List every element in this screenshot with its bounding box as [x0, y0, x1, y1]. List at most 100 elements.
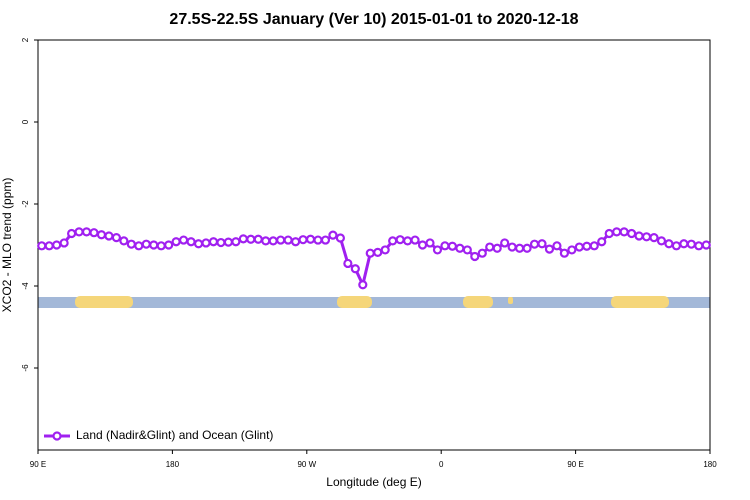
data-point — [694, 241, 704, 251]
x-tick-label: 180 — [166, 460, 180, 469]
y-axis-label: XCO2 - MLO trend (ppm) — [0, 178, 14, 313]
data-point — [119, 236, 129, 246]
data-point — [574, 242, 584, 252]
x-axis-label: Longitude (deg E) — [326, 475, 421, 489]
data-point — [238, 234, 248, 244]
data-point — [171, 237, 181, 247]
data-point — [96, 230, 107, 240]
data-point — [522, 243, 532, 253]
data-point — [410, 235, 420, 245]
data-point — [298, 235, 308, 245]
data-point — [291, 237, 301, 247]
data-point — [537, 239, 547, 249]
data-point — [208, 237, 219, 247]
data-point — [343, 258, 353, 269]
data-point — [447, 241, 457, 251]
series-line — [41, 230, 707, 290]
land-region — [611, 296, 669, 308]
data-point — [686, 239, 696, 249]
data-point — [156, 241, 166, 251]
data-point — [253, 234, 263, 244]
data-point — [223, 237, 233, 247]
land-region — [75, 296, 133, 308]
data-point — [134, 241, 144, 251]
data-point — [268, 236, 278, 246]
data-point — [179, 235, 189, 245]
data-point — [492, 243, 502, 253]
data-point — [567, 245, 577, 255]
x-tick-label: 90 E — [567, 460, 583, 469]
data-point — [440, 241, 450, 251]
data-point — [679, 239, 689, 249]
data-point — [261, 236, 271, 246]
data-point — [432, 245, 443, 255]
x-tick-label: 90 W — [297, 460, 316, 469]
data-point — [514, 243, 525, 253]
data-point — [283, 235, 293, 245]
data-point — [589, 241, 599, 251]
data-point — [320, 235, 331, 245]
data-point — [477, 248, 487, 258]
data-point — [529, 239, 540, 249]
data-point — [380, 245, 390, 255]
data-point — [216, 237, 226, 248]
data-point — [559, 248, 570, 258]
data-point — [500, 238, 510, 248]
data-point — [388, 236, 398, 246]
data-point — [641, 232, 652, 242]
y-tick-label: -4 — [21, 282, 30, 290]
data-point — [186, 237, 196, 247]
data-point — [328, 230, 338, 240]
data-point — [507, 242, 517, 252]
ocean-band — [38, 297, 710, 308]
data-point — [44, 241, 54, 251]
data-point — [582, 241, 592, 251]
data-point — [89, 228, 99, 238]
data-point — [52, 240, 62, 250]
data-point — [126, 239, 136, 249]
data-point — [305, 234, 316, 244]
land-region — [508, 297, 513, 304]
data-point — [649, 233, 659, 243]
data-point — [425, 238, 435, 248]
land-region — [463, 296, 493, 308]
data-point — [634, 231, 644, 241]
data-point — [656, 236, 667, 246]
data-point — [193, 239, 204, 249]
data-point — [552, 241, 562, 251]
x-tick-label: 180 — [703, 460, 717, 469]
data-point — [74, 227, 84, 237]
data-point — [59, 238, 69, 248]
data-point — [37, 241, 47, 251]
data-point — [604, 228, 614, 239]
data-point — [149, 240, 159, 250]
data-point — [373, 247, 383, 257]
data-point — [276, 235, 286, 245]
y-tick-label: 0 — [21, 119, 30, 124]
data-point — [403, 236, 413, 246]
data-point — [350, 264, 360, 274]
data-point — [544, 244, 555, 254]
data-point — [141, 239, 151, 249]
data-point — [597, 237, 607, 247]
data-point — [455, 243, 465, 253]
chart-title: 27.5S-22.5S January (Ver 10) 2015-01-01 … — [169, 11, 578, 28]
data-point — [470, 251, 480, 262]
data-point — [417, 240, 428, 250]
data-point — [335, 233, 345, 243]
data-point — [485, 242, 495, 252]
data-point — [231, 237, 241, 247]
legend-marker — [52, 431, 62, 441]
data-point — [626, 228, 637, 239]
data-point — [701, 240, 711, 250]
data-point — [612, 227, 622, 237]
data-point — [164, 240, 174, 250]
data-point — [358, 280, 368, 290]
data-point — [201, 238, 211, 248]
data-point — [104, 231, 114, 241]
data-point — [66, 228, 77, 239]
data-point — [395, 235, 405, 245]
data-point — [313, 235, 323, 245]
x-tick-label: 0 — [439, 460, 444, 469]
